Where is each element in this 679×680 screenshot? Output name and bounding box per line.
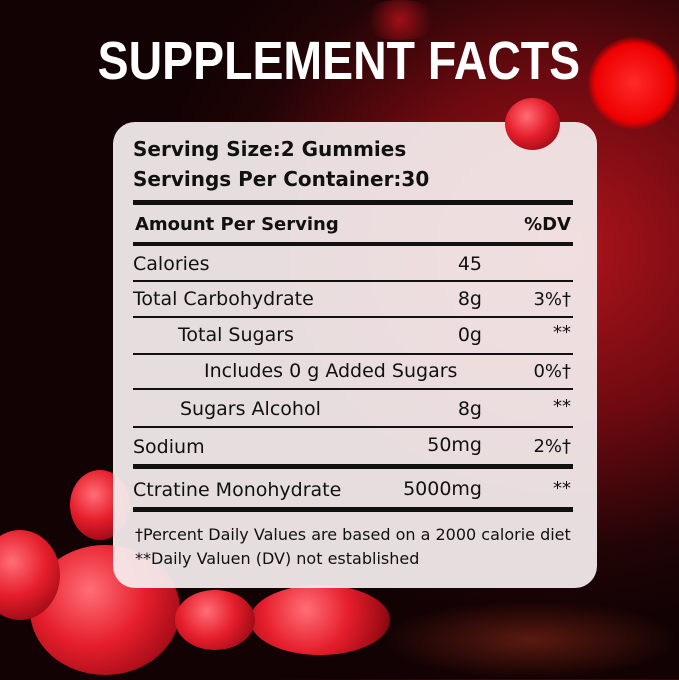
row-label: Total Carbohydrate bbox=[133, 288, 314, 310]
row-dv: 0%† bbox=[533, 361, 571, 382]
row-label: Calories bbox=[133, 253, 210, 275]
divider bbox=[133, 464, 573, 469]
row-label: Includes 0 g Added Sugars bbox=[204, 360, 458, 382]
table-surface bbox=[380, 600, 679, 680]
row-amount: 50mg bbox=[427, 434, 482, 456]
divider bbox=[133, 507, 573, 512]
page-title: SUPPLEMENT FACTS bbox=[97, 31, 581, 91]
raspberry-image bbox=[505, 98, 560, 150]
row-label: Ctratine Monohydrate bbox=[133, 479, 342, 501]
footnote: †Percent Daily Values are based on a 200… bbox=[135, 525, 571, 544]
row-dv: 2%† bbox=[533, 436, 571, 457]
supplement-facts-panel: Serving Size:2 Gummies Servings Per Cont… bbox=[113, 122, 597, 588]
divider bbox=[133, 353, 573, 355]
bokeh-light bbox=[588, 37, 679, 129]
dv-header: %DV bbox=[524, 214, 571, 235]
divider bbox=[133, 316, 573, 318]
amount-header: Amount Per Serving bbox=[135, 214, 339, 235]
row-amount: 8g bbox=[457, 398, 482, 420]
divider bbox=[133, 388, 573, 390]
row-amount: 45 bbox=[457, 253, 482, 275]
row-dv: ** bbox=[553, 478, 571, 499]
footnote: **Daily Valuen (DV) not established bbox=[135, 549, 420, 568]
divider bbox=[133, 200, 573, 205]
divider bbox=[133, 280, 573, 282]
row-label: Sugars Alcohol bbox=[180, 398, 321, 420]
row-label: Sodium bbox=[133, 436, 205, 458]
row-label: Total Sugars bbox=[178, 324, 294, 346]
row-dv: ** bbox=[553, 396, 571, 417]
raspberry-image bbox=[250, 585, 390, 655]
servings-per-container: Servings Per Container:30 bbox=[133, 167, 430, 191]
row-amount: 5000mg bbox=[403, 478, 482, 500]
raspberry-image bbox=[175, 590, 255, 650]
bokeh-light bbox=[360, 0, 440, 40]
row-dv: ** bbox=[553, 322, 571, 343]
row-amount: 8g bbox=[457, 288, 482, 310]
divider bbox=[133, 242, 573, 246]
row-dv: 3%† bbox=[533, 289, 571, 310]
serving-size: Serving Size:2 Gummies bbox=[133, 137, 407, 161]
divider bbox=[133, 426, 573, 428]
row-amount: 0g bbox=[457, 324, 482, 346]
